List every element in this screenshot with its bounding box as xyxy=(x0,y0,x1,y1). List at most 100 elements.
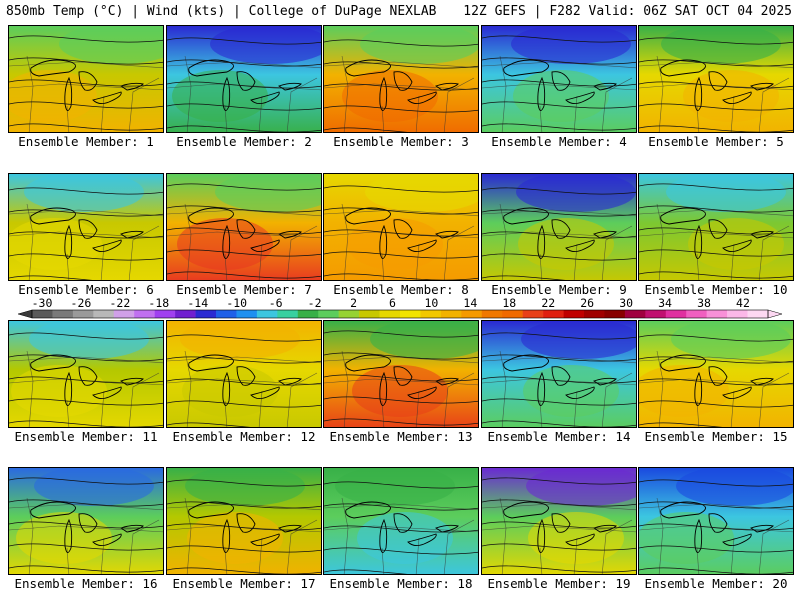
colorbar-swatch xyxy=(277,310,299,318)
colorbar-swatch xyxy=(645,310,667,318)
panel-caption: Ensemble Member: 16 xyxy=(14,576,158,591)
colorbar-label: -22 xyxy=(109,296,130,310)
colorbar-swatch xyxy=(706,310,728,318)
map-panel xyxy=(638,25,794,133)
map-panel xyxy=(166,173,322,281)
temperature-colorbar: -30 -26 -22 -18 -14 -10 -6 -2 2 6 10 14 18 22 26 30 34 38… xyxy=(18,296,782,324)
panel-caption: Ensemble Member: 19 xyxy=(487,576,631,591)
colorbar-swatch xyxy=(665,310,687,318)
colorbar-label: 18 xyxy=(502,296,516,310)
colorbar-swatch xyxy=(461,310,483,318)
map-panel xyxy=(323,467,479,575)
colorbar-label: 34 xyxy=(658,296,672,310)
panel-caption: Ensemble Member: 13 xyxy=(329,429,473,444)
map-panel xyxy=(481,467,637,575)
member-7-map xyxy=(167,174,321,280)
colorbar-swatch xyxy=(216,310,237,318)
colorbar-label: 42 xyxy=(736,296,750,310)
member-3-map xyxy=(324,26,478,132)
map-panel xyxy=(323,25,479,133)
member-2-map xyxy=(167,26,321,132)
colorbar-swatch xyxy=(93,310,115,318)
map-panel xyxy=(638,173,794,281)
panel-caption: Ensemble Member: 7 xyxy=(176,282,312,297)
colorbar-swatch xyxy=(563,310,585,318)
panel-caption: Ensemble Member: 9 xyxy=(491,282,627,297)
colorbar-label: -14 xyxy=(187,296,208,310)
page-title: 850mb Temp (°C) | Wind (kts) | College o… xyxy=(6,4,437,19)
panel-caption: Ensemble Member: 14 xyxy=(487,429,631,444)
colorbar-swatch xyxy=(727,310,748,318)
member-20-map xyxy=(639,468,793,574)
panel-caption: Ensemble Member: 18 xyxy=(329,576,473,591)
colorbar-label: 10 xyxy=(424,296,438,310)
panel-caption: Ensemble Member: 1 xyxy=(18,134,154,149)
colorbar-label: 38 xyxy=(697,296,711,310)
map-panel xyxy=(638,467,794,575)
map-panel xyxy=(638,320,794,428)
map-panel xyxy=(323,173,479,281)
colorbar-swatch xyxy=(400,310,421,318)
member-14-map xyxy=(482,321,636,427)
colorbar-label: -26 xyxy=(71,296,92,310)
colorbar-swatch xyxy=(543,310,564,318)
map-panel xyxy=(481,25,637,133)
colorbar-label: -2 xyxy=(308,296,322,310)
colorbar-swatch xyxy=(175,310,196,318)
panel-caption: Ensemble Member: 10 xyxy=(644,282,788,297)
colorbar-swatch xyxy=(297,310,319,318)
colorbar-swatch xyxy=(236,310,258,318)
panel-caption: Ensemble Member: 11 xyxy=(14,429,158,444)
map-panel xyxy=(166,320,322,428)
member-1-map xyxy=(9,26,163,132)
colorbar-swatch xyxy=(256,310,278,318)
colorbar-swatch xyxy=(195,310,217,318)
member-10-map xyxy=(639,174,793,280)
member-17-map xyxy=(167,468,321,574)
member-15-map xyxy=(639,321,793,427)
colorbar-swatch xyxy=(72,310,94,318)
panel-caption: Ensemble Member: 20 xyxy=(644,576,788,591)
member-16-map xyxy=(9,468,163,574)
colorbar-swatch xyxy=(420,310,442,318)
colorbar-label: 22 xyxy=(541,296,555,310)
colorbar-swatch xyxy=(624,310,646,318)
panel-caption: Ensemble Member: 3 xyxy=(333,134,469,149)
map-panel xyxy=(8,467,164,575)
colorbar-swatch xyxy=(522,310,544,318)
member-19-map xyxy=(482,468,636,574)
colorbar-swatch xyxy=(440,310,462,318)
map-panel xyxy=(8,320,164,428)
colorbar-swatch xyxy=(604,310,626,318)
colorbar-swatch xyxy=(134,310,155,318)
colorbar-swatch xyxy=(747,310,769,318)
map-panel xyxy=(8,25,164,133)
colorbar-label: 2 xyxy=(350,296,357,310)
member-8-map xyxy=(324,174,478,280)
member-13-map xyxy=(324,321,478,427)
map-panel xyxy=(166,467,322,575)
colorbar-label: -30 xyxy=(32,296,53,310)
colorbar-label: 14 xyxy=(463,296,477,310)
member-5-map xyxy=(639,26,793,132)
panel-caption: Ensemble Member: 5 xyxy=(648,134,784,149)
valid-time: 12Z GEFS | F282 Valid: 06Z SAT OCT 04 20… xyxy=(463,4,792,19)
member-12-map xyxy=(167,321,321,427)
colorbar-swatch xyxy=(32,310,53,318)
colorbar-swatch xyxy=(481,310,503,318)
map-panel xyxy=(481,173,637,281)
colorbar-swatch xyxy=(686,310,707,318)
colorbar-label: 6 xyxy=(389,296,396,310)
member-9-map xyxy=(482,174,636,280)
member-6-map xyxy=(9,174,163,280)
member-18-map xyxy=(324,468,478,574)
colorbar-label: 30 xyxy=(619,296,633,310)
panel-caption: Ensemble Member: 12 xyxy=(172,429,316,444)
colorbar-swatch xyxy=(113,310,135,318)
map-panel xyxy=(481,320,637,428)
panel-caption: Ensemble Member: 2 xyxy=(176,134,312,149)
colorbar-swatch xyxy=(584,310,605,318)
colorbar-swatch xyxy=(379,310,401,318)
map-panel xyxy=(323,320,479,428)
